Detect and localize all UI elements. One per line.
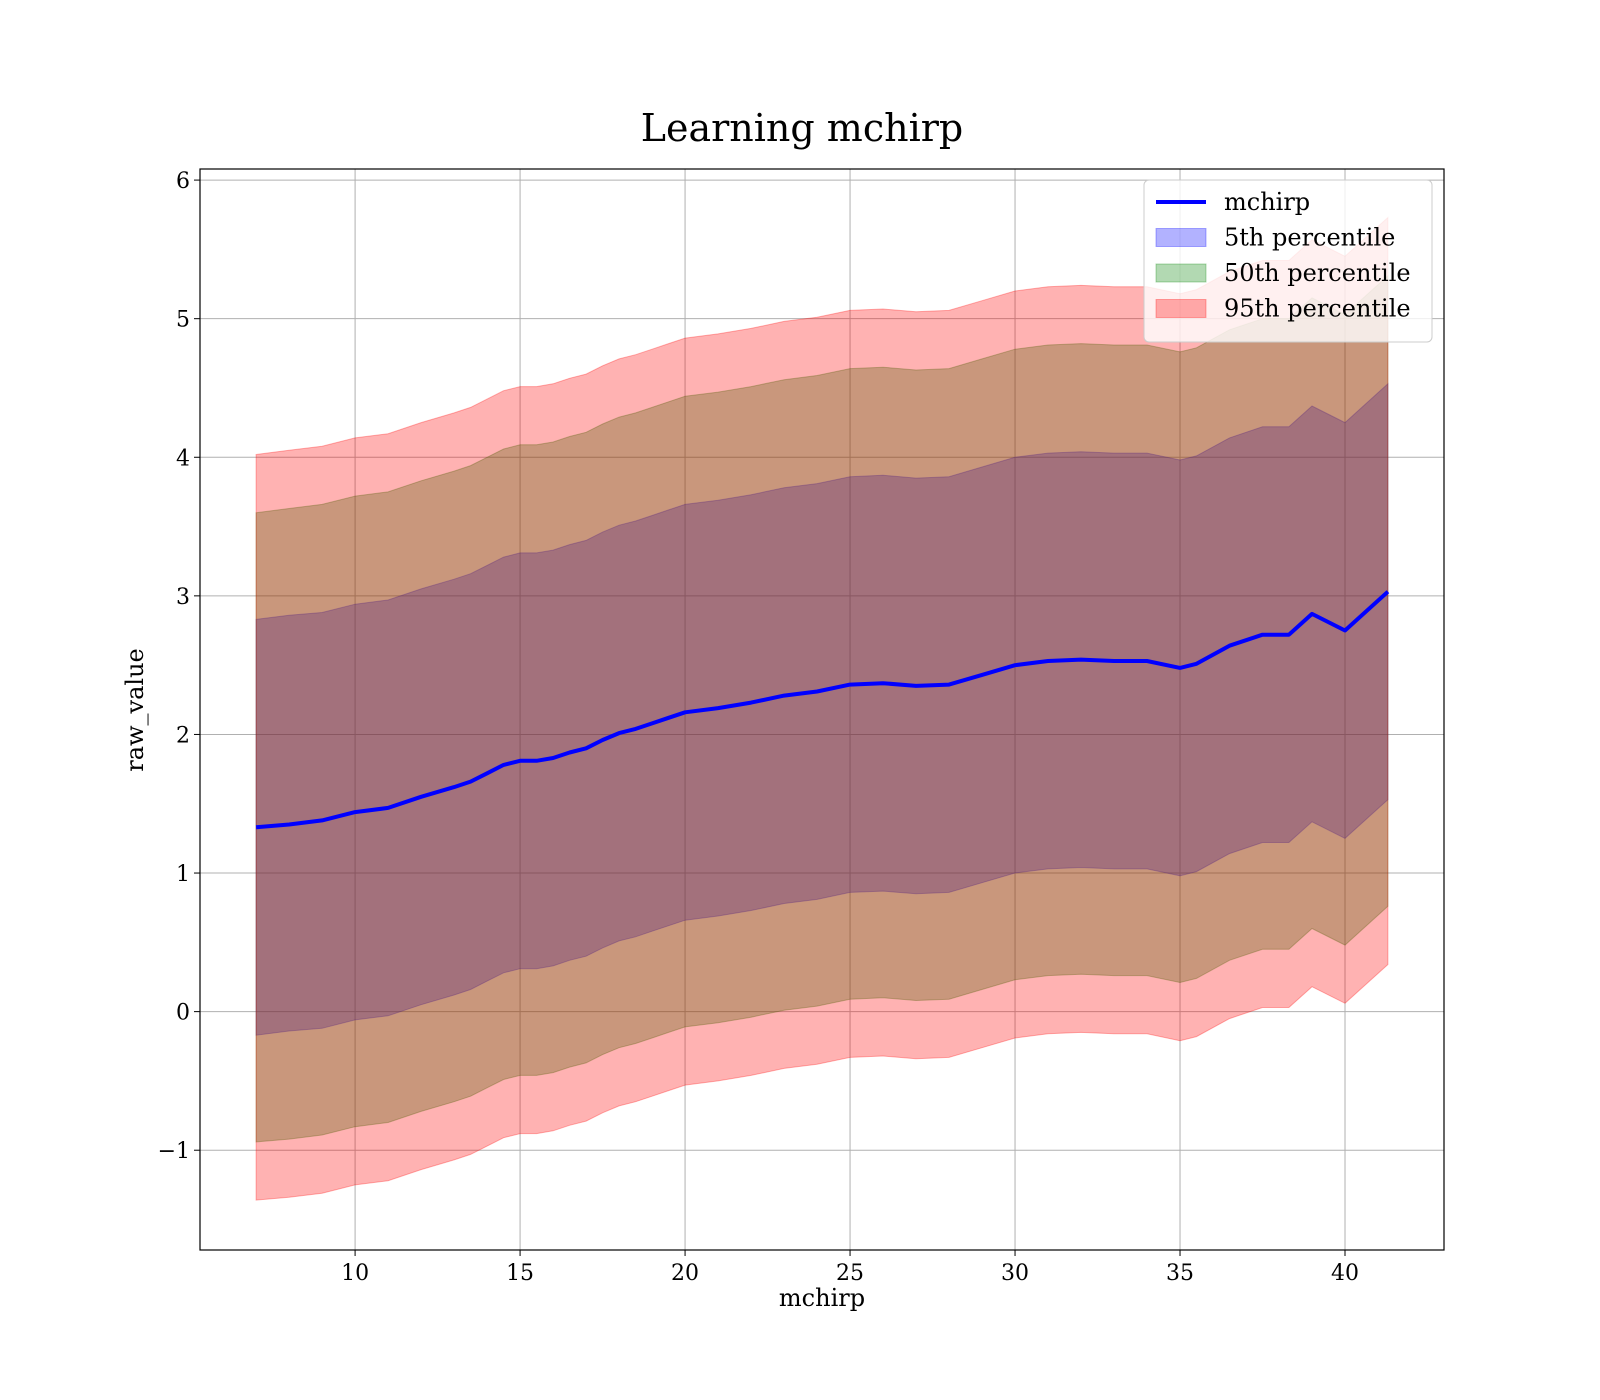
legend-label-mchirp: mchirp [1224,188,1310,216]
line-layer [255,590,1390,830]
x-axis-label: mchirp [779,1284,865,1312]
x-tick-label: 10 [341,1261,369,1286]
legend-swatch-50th-percentile [1155,263,1207,283]
band-5th-percentile [255,382,1389,1036]
x-tick-label: 30 [1001,1261,1029,1286]
y-tick-label: 5 [176,308,190,333]
plot-frame [199,168,1445,1251]
legend-label-50th-percentile: 50th percentile [1224,259,1411,287]
x-tick-label: 15 [506,1261,534,1286]
y-tick-label: 2 [176,723,190,748]
band-layer [255,216,1389,1201]
legend: mchirp 5th percentile 50th percentile 95th … [1143,179,1433,343]
x-tick-label: 35 [1166,1261,1194,1286]
band-95th-percentile [255,216,1389,1201]
y-tick-label: 4 [176,446,190,471]
x-tick-label: 25 [836,1261,864,1286]
legend-swatch-95th-percentile [1155,299,1207,318]
y-tick-label: 6 [176,169,190,194]
legend-box [1143,179,1433,343]
y-tick-label: −1 [158,1139,190,1164]
y-tick-label: 0 [176,1001,190,1026]
y-tick-label: 3 [176,585,190,610]
legend-label-5th-percentile: 5th percentile [1224,224,1395,252]
legend-label-95th-percentile: 95th percentile [1224,295,1411,323]
x-tick-label: 20 [671,1261,699,1286]
x-tick-label: 40 [1331,1261,1359,1286]
y-axis-label: raw_value [121,648,149,772]
series-line-mchirp [255,590,1390,830]
y-tick-label: 1 [176,862,190,887]
legend-swatch-5th-percentile [1155,228,1207,247]
chart-title: Learning mchirp [641,106,963,150]
band-50th-percentile [255,274,1389,1143]
tick-layer: 10 15 20 25 30 35 40 −1 0 1 2 3 4 5 6 [158,169,1359,1286]
